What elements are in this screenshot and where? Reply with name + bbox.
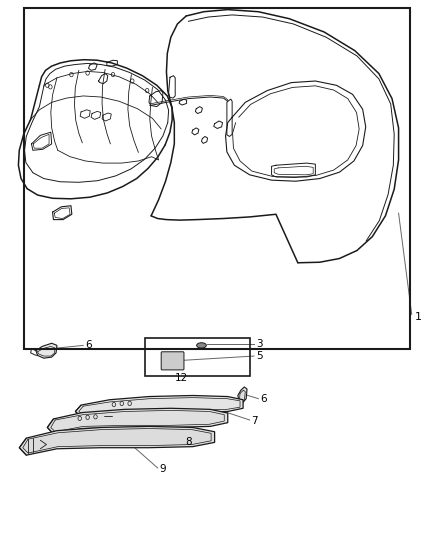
Bar — [24, 8, 410, 349]
Polygon shape — [36, 343, 57, 358]
Polygon shape — [47, 408, 228, 434]
Text: 12: 12 — [175, 374, 188, 383]
Text: 5: 5 — [256, 351, 263, 361]
Text: 1: 1 — [414, 312, 421, 321]
Text: 8: 8 — [186, 438, 192, 447]
Text: 9: 9 — [159, 464, 166, 474]
Text: 6: 6 — [85, 341, 92, 350]
Polygon shape — [75, 395, 243, 417]
Polygon shape — [19, 426, 215, 455]
Ellipse shape — [197, 343, 206, 348]
Text: 7: 7 — [251, 416, 258, 426]
Polygon shape — [238, 387, 247, 403]
Bar — [145, 338, 250, 376]
Text: 6: 6 — [260, 394, 267, 403]
Text: 3: 3 — [256, 340, 263, 349]
FancyBboxPatch shape — [161, 352, 184, 370]
